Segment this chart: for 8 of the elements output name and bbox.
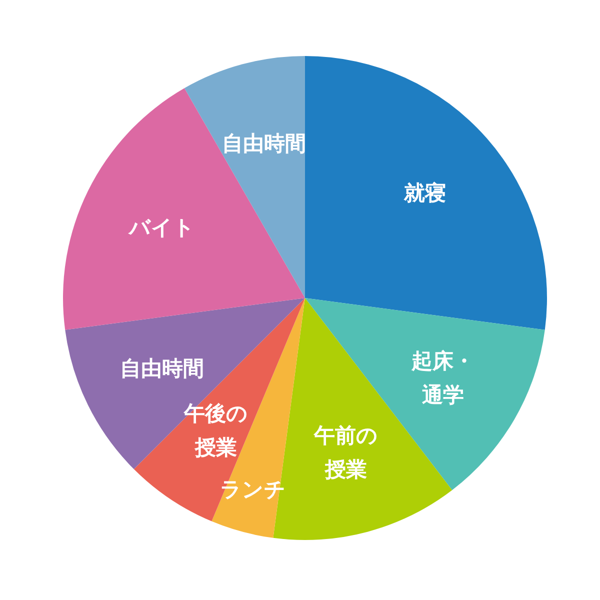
slice-label: 起床・通学 [410, 349, 475, 408]
slice-label: 午後の授業 [183, 402, 248, 460]
slice-label: バイト [128, 215, 195, 240]
slice-label: 自由時間 [222, 132, 306, 156]
slice-label: 午前の授業 [313, 423, 378, 482]
slice-label: ランチ [220, 478, 286, 502]
slice-label: 自由時間 [120, 356, 204, 381]
slice-label: 就寝 [403, 180, 446, 205]
